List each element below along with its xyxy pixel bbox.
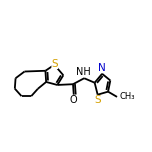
Text: CH₃: CH₃ — [119, 92, 135, 101]
Text: N: N — [98, 63, 105, 73]
Text: S: S — [95, 95, 101, 105]
Text: O: O — [69, 95, 77, 105]
Text: NH: NH — [76, 67, 91, 77]
Text: S: S — [52, 59, 58, 69]
